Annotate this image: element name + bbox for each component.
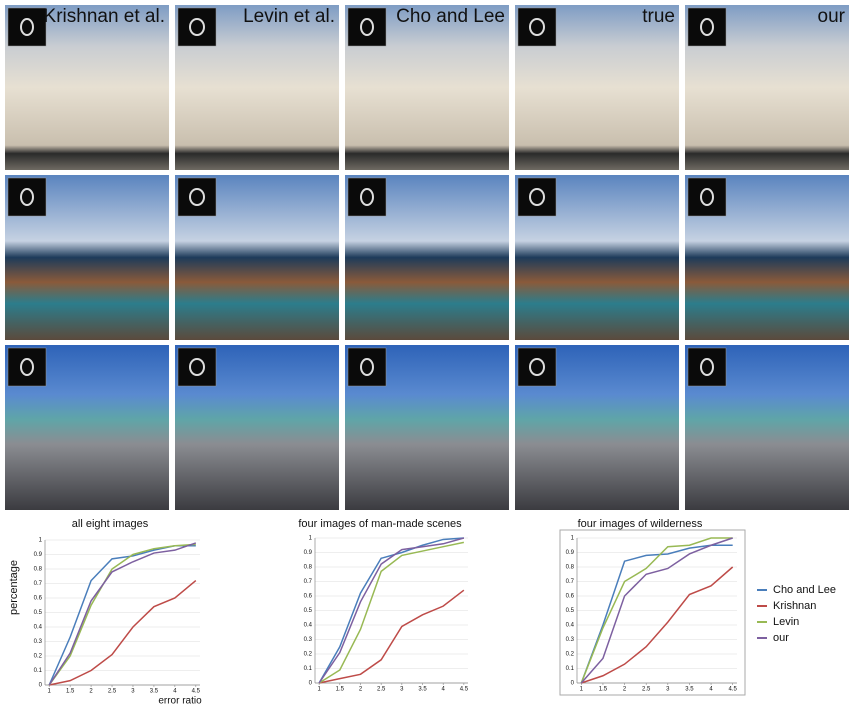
legend-label: our	[773, 632, 789, 644]
column-label: Krishnan et al.	[44, 6, 165, 27]
y-tick-label: 0	[309, 681, 313, 687]
kernel-thumbnail	[8, 178, 46, 216]
kernel-thumbnail	[8, 8, 46, 46]
y-tick-label: 0.8	[566, 565, 575, 571]
kernel-thumbnail	[178, 8, 216, 46]
chart-title: four images of man-made scenes	[298, 518, 462, 530]
y-tick-label: 0.1	[304, 666, 313, 672]
y-tick-label: 0.4	[304, 623, 313, 629]
column-label: our	[818, 6, 846, 27]
column-label: true	[642, 6, 675, 27]
kernel-thumbnail	[688, 178, 726, 216]
x-tick-label: 1	[580, 687, 584, 693]
y-tick-label: 0.1	[34, 668, 43, 674]
y-tick-label: 0.5	[566, 608, 575, 614]
kernel-thumbnail	[518, 348, 556, 386]
x-tick-label: 1.5	[336, 687, 345, 693]
y-axis-label: percentage	[8, 560, 20, 615]
x-tick-label: 2	[359, 687, 363, 693]
y-tick-label: 0.9	[304, 550, 313, 556]
x-tick-label: 4.5	[729, 687, 738, 693]
y-tick-label: 0.5	[34, 610, 43, 616]
y-tick-label: 1	[39, 538, 43, 544]
kernel-thumbnail	[178, 178, 216, 216]
y-tick-label: 0.9	[34, 552, 43, 558]
y-tick-label: 0.8	[304, 565, 313, 571]
x-tick-label: 2.5	[642, 687, 651, 693]
kernel-thumbnail	[688, 8, 726, 46]
y-tick-label: 0	[571, 681, 575, 687]
x-tick-label: 3.5	[685, 687, 694, 693]
y-tick-label: 1	[309, 536, 313, 542]
x-tick-label: 4.5	[192, 689, 201, 695]
series-line	[319, 542, 464, 683]
x-tick-label: 1	[48, 689, 52, 695]
x-tick-label: 2.5	[377, 687, 386, 693]
y-tick-label: 0.3	[34, 639, 43, 645]
x-tick-label: 3.5	[418, 687, 427, 693]
y-tick-label: 0.2	[566, 652, 575, 658]
charts: all eight images 0 0.1 0.2 0.3 0.4 0.5 0.6 0.7 0.…	[8, 518, 836, 706]
x-tick-label: 1.5	[66, 689, 75, 695]
x-tick-label: 2.5	[108, 689, 117, 695]
y-tick-label: 0.6	[304, 594, 313, 600]
series-line	[49, 544, 196, 685]
x-tick-label: 3	[666, 687, 670, 693]
column-label: Levin et al.	[243, 6, 335, 27]
image-grid: Krishnan et al. Levin et al. Cho and Lee tr…	[5, 5, 849, 510]
legend-label: Levin	[773, 616, 799, 628]
x-tick-label: 1	[317, 687, 321, 693]
y-tick-label: 0.3	[304, 637, 313, 643]
kernel-thumbnail	[348, 348, 386, 386]
x-tick-label: 3.5	[150, 689, 159, 695]
kernel-thumbnail	[8, 348, 46, 386]
x-tick-label: 4	[709, 687, 713, 693]
y-tick-label: 0	[39, 683, 43, 689]
y-tick-label: 0.7	[34, 581, 43, 587]
series-line	[581, 545, 732, 683]
kernel-thumbnail	[688, 348, 726, 386]
x-tick-label: 4	[442, 687, 446, 693]
x-tick-label: 3	[400, 687, 404, 693]
legend-label: Krishnan	[773, 600, 816, 612]
x-tick-label: 2	[623, 687, 627, 693]
y-tick-label: 0.7	[304, 579, 313, 585]
y-tick-label: 0.4	[566, 623, 575, 629]
x-tick-label: 4	[173, 689, 177, 695]
y-tick-label: 0.4	[34, 625, 43, 631]
x-axis-label: error ratio	[158, 696, 202, 706]
kernel-thumbnail	[178, 348, 216, 386]
y-tick-label: 0.6	[566, 594, 575, 600]
kernel-thumbnail	[518, 8, 556, 46]
figure: Krishnan et al. Levin et al. Cho and Lee tr…	[0, 0, 850, 706]
kernel-thumbnail	[348, 8, 386, 46]
y-tick-label: 0.2	[34, 654, 43, 660]
legend-label: Cho and Lee	[773, 584, 836, 596]
chart-title: four images of wilderness	[578, 518, 703, 530]
y-tick-label: 0.6	[34, 596, 43, 602]
x-tick-label: 1.5	[599, 687, 608, 693]
column-label: Cho and Lee	[396, 6, 505, 27]
y-tick-label: 0.8	[34, 567, 43, 573]
x-tick-label: 2	[89, 689, 93, 695]
y-tick-label: 0.9	[566, 550, 575, 556]
y-tick-label: 0.2	[304, 652, 313, 658]
x-tick-label: 3	[131, 689, 135, 695]
y-tick-label: 0.5	[304, 608, 313, 614]
kernel-thumbnail	[518, 178, 556, 216]
x-tick-label: 4.5	[460, 687, 469, 693]
y-tick-label: 0.1	[566, 666, 575, 672]
y-tick-label: 0.7	[566, 579, 575, 585]
kernel-thumbnail	[348, 178, 386, 216]
chart-title: all eight images	[72, 518, 149, 530]
y-tick-label: 1	[571, 536, 575, 542]
y-tick-label: 0.3	[566, 637, 575, 643]
series-line	[49, 543, 196, 685]
